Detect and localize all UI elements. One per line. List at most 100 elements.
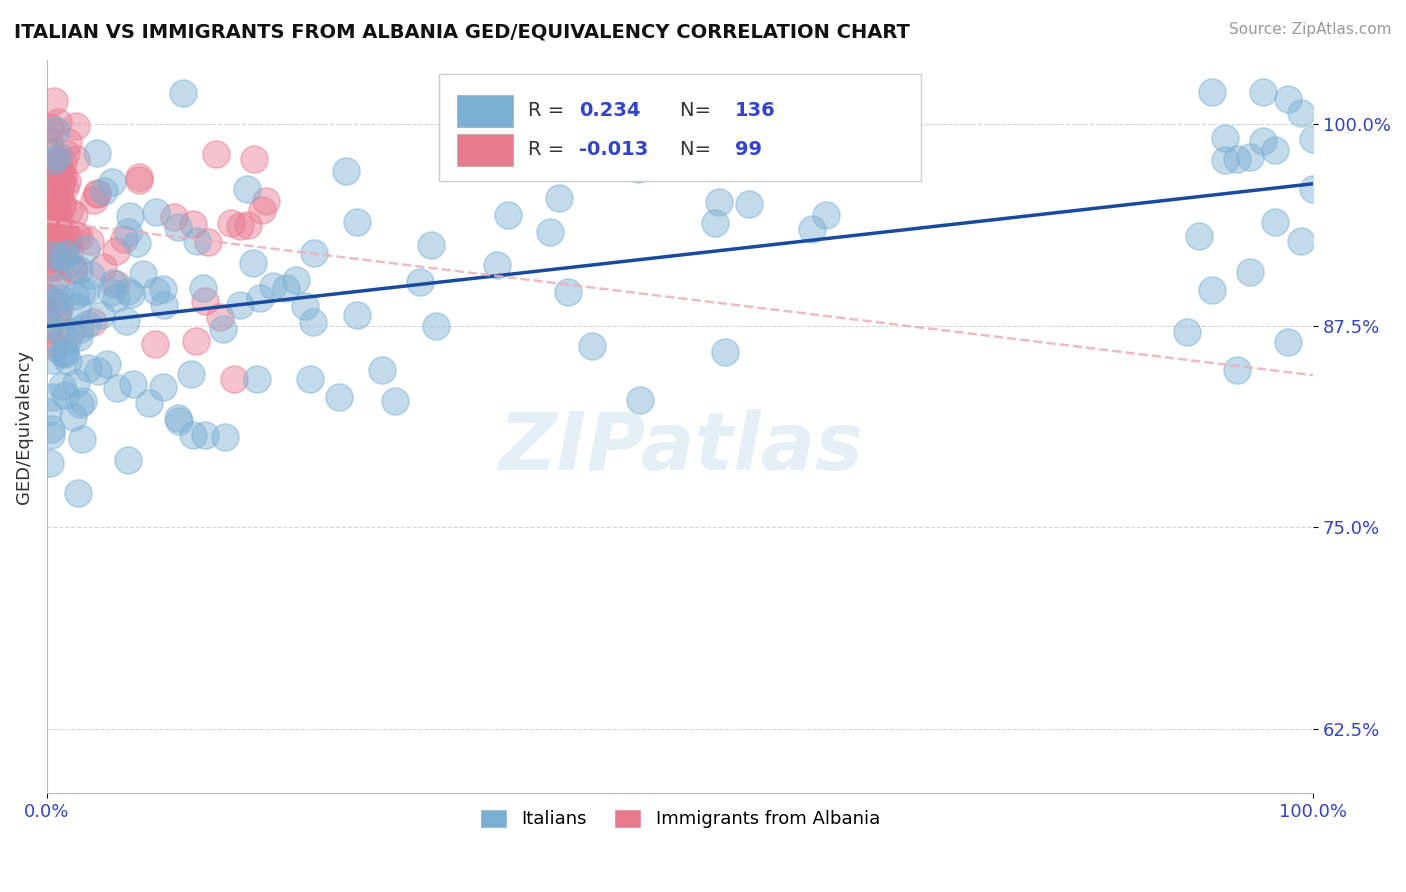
Text: R =: R =	[529, 140, 571, 159]
Point	[56, 354, 79, 368]
Point	[37, 228, 59, 243]
Text: N=: N=	[681, 101, 717, 120]
Y-axis label: GED/Equivalency: GED/Equivalency	[15, 350, 32, 504]
Point	[120, 287, 142, 301]
Point	[145, 285, 167, 299]
Point	[197, 235, 219, 250]
Point	[1289, 106, 1312, 120]
Point	[45, 194, 67, 209]
Point	[49, 178, 72, 193]
Point	[166, 219, 188, 234]
Text: 136: 136	[734, 101, 775, 120]
Point	[547, 190, 569, 204]
Point	[208, 310, 231, 325]
Point	[229, 298, 252, 312]
Point	[79, 234, 101, 248]
Point	[485, 258, 508, 272]
Point	[117, 225, 139, 239]
Point	[75, 242, 97, 256]
Point	[66, 300, 89, 314]
Point	[62, 261, 84, 276]
Point	[105, 291, 128, 305]
Point	[38, 122, 60, 136]
Point	[181, 217, 204, 231]
Point	[235, 182, 257, 196]
Point	[328, 390, 350, 404]
Point	[93, 260, 115, 274]
Point	[557, 285, 579, 300]
Point	[117, 284, 139, 298]
Point	[48, 169, 70, 183]
Point	[186, 234, 208, 248]
Point	[53, 179, 76, 194]
Point	[45, 123, 67, 137]
Point	[51, 200, 73, 214]
Point	[83, 194, 105, 208]
Point	[53, 388, 76, 402]
Point	[1188, 229, 1211, 244]
Point	[125, 236, 148, 251]
Point	[1251, 134, 1274, 148]
Point	[63, 289, 86, 303]
Point	[49, 291, 72, 305]
Point	[55, 259, 77, 273]
Point	[42, 162, 65, 177]
Point	[45, 270, 67, 285]
Point	[37, 239, 59, 253]
Point	[37, 289, 59, 303]
Point	[87, 364, 110, 378]
Point	[1264, 143, 1286, 157]
Point	[496, 209, 519, 223]
Point	[42, 337, 65, 351]
Point	[284, 273, 307, 287]
FancyBboxPatch shape	[457, 95, 513, 127]
Point	[219, 216, 242, 230]
Point	[39, 177, 62, 191]
Point	[77, 361, 100, 376]
Point	[67, 329, 90, 343]
Point	[53, 347, 76, 361]
Point	[37, 323, 59, 337]
Point	[51, 196, 73, 211]
Point	[1201, 85, 1223, 99]
Point	[58, 231, 80, 245]
Point	[222, 372, 245, 386]
Point	[67, 263, 90, 277]
Point	[101, 175, 124, 189]
Point	[37, 304, 59, 318]
Point	[37, 405, 59, 419]
Point	[707, 194, 730, 209]
Point	[242, 256, 264, 270]
Point	[1213, 131, 1236, 145]
Point	[143, 336, 166, 351]
Point	[236, 218, 259, 232]
Point	[44, 219, 66, 233]
FancyBboxPatch shape	[457, 134, 513, 166]
Point	[37, 252, 59, 266]
Point	[37, 219, 59, 233]
Text: N=: N=	[681, 140, 717, 159]
Point	[301, 315, 323, 329]
Point	[42, 153, 65, 167]
Point	[45, 154, 67, 169]
Point	[90, 308, 112, 322]
Point	[104, 277, 127, 292]
Point	[294, 299, 316, 313]
Point	[39, 207, 62, 221]
Point	[335, 164, 357, 178]
Point	[193, 280, 215, 294]
Point	[38, 239, 60, 253]
Point	[46, 304, 69, 318]
Point	[93, 184, 115, 198]
Point	[55, 146, 77, 161]
Point	[800, 222, 823, 236]
Point	[56, 174, 79, 188]
Point	[1213, 153, 1236, 167]
Point	[180, 368, 202, 382]
Point	[38, 318, 60, 332]
Point	[370, 363, 392, 377]
Point	[38, 120, 60, 134]
Point	[346, 308, 368, 322]
Text: ZIPatlas: ZIPatlas	[498, 409, 863, 488]
Point	[194, 428, 217, 442]
